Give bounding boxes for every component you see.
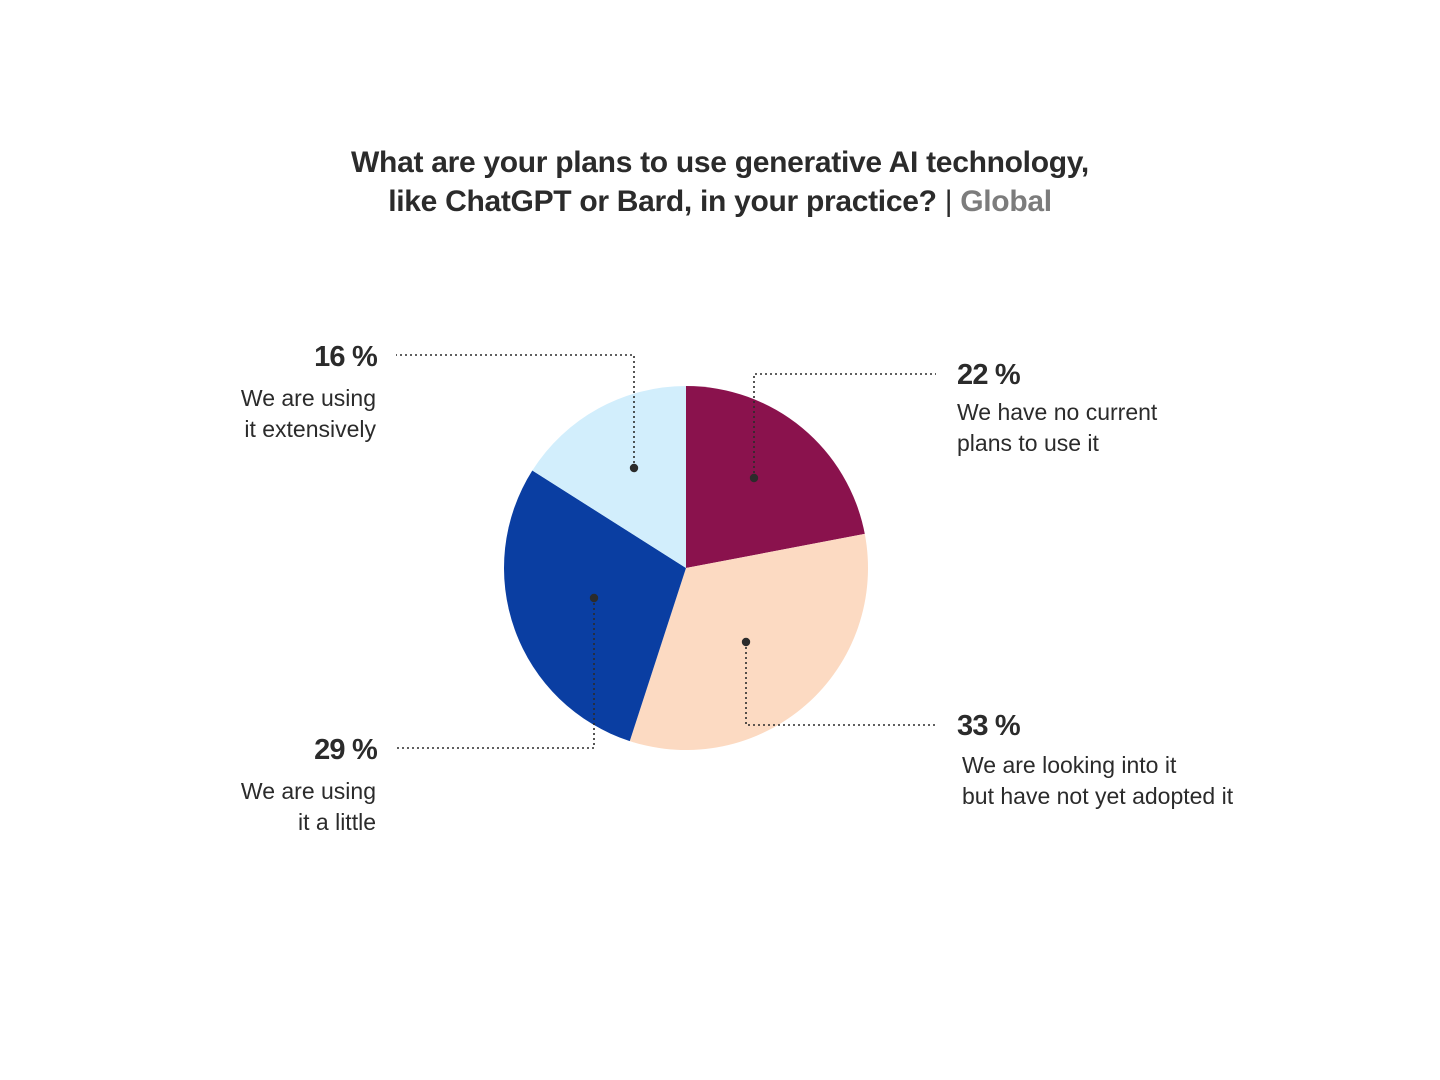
slice-category-label: it a little xyxy=(298,809,376,835)
slice-category-label: but have not yet adopted it xyxy=(962,783,1234,809)
leader-line xyxy=(396,598,595,749)
slice-annotation-3: 29 % We are using it a little xyxy=(241,593,599,835)
chart-title-line-2: like ChatGPT or Bard, in your practice? … xyxy=(0,182,1440,221)
chart-title: What are your plans to use generative AI… xyxy=(0,143,1440,221)
slice-annotation-4: 16 % We are using it extensively xyxy=(241,341,639,473)
leader-dot xyxy=(629,463,639,473)
slice-annotation-2: 33 % We are looking into it but have not y… xyxy=(741,637,1234,809)
chart-title-line-1: What are your plans to use generative AI… xyxy=(351,146,1089,179)
pie-annotations: 22 % We have no current plans to use it 33 … xyxy=(241,341,1234,835)
slice-category-label: plans to use it xyxy=(957,430,1100,456)
slice-value-label: 33 % xyxy=(957,710,1021,742)
chart-title-question: like ChatGPT or Bard, in your practice? xyxy=(388,185,937,218)
slice-category-label: We are using xyxy=(241,385,376,411)
slice-category-label: We are looking into it xyxy=(962,752,1177,778)
leader-dot xyxy=(589,593,599,603)
pie-wedges xyxy=(503,385,869,750)
leader-dot xyxy=(749,473,759,483)
slice-value-label: 22 % xyxy=(957,359,1021,391)
chart-title-region: Global xyxy=(960,185,1052,218)
slice-category-label: We are using xyxy=(241,778,376,804)
pie-slice-3 xyxy=(503,470,686,742)
slice-category-label: We have no current xyxy=(957,399,1158,425)
slice-value-label: 29 % xyxy=(314,734,378,766)
leader-dot xyxy=(741,637,751,647)
chart-title-separator: | xyxy=(944,185,953,218)
slice-value-label: 16 % xyxy=(314,341,378,373)
pie-slice-4 xyxy=(532,386,686,568)
slice-annotation-1: 22 % We have no current plans to use it xyxy=(749,359,1158,483)
leader-line xyxy=(396,354,635,468)
slice-category-label: it extensively xyxy=(244,416,376,442)
leader-line xyxy=(753,373,936,478)
pie-slice-1 xyxy=(686,385,865,568)
